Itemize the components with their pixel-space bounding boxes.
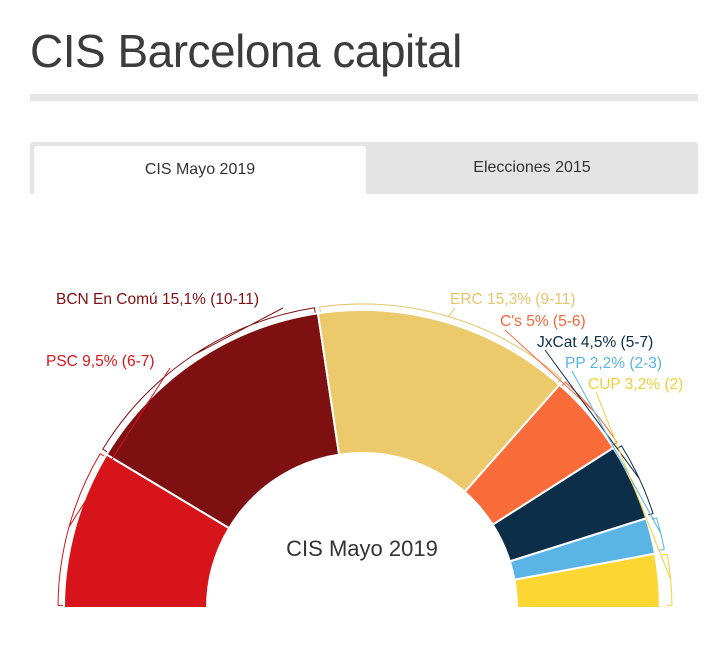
label-erc: ERC 15,3% (9-11) xyxy=(450,291,575,308)
center-label: CIS Mayo 2019 xyxy=(286,536,438,561)
label-jxcat: JxCat 4,5% (5-7) xyxy=(537,334,653,351)
leader-line-psc xyxy=(57,367,171,606)
label-pp: PP 2,2% (2-3) xyxy=(565,355,662,372)
label-cup: CUP 3,2% (2) xyxy=(588,376,683,393)
leader-line-pp xyxy=(571,370,665,551)
segment-erc xyxy=(316,309,561,494)
title-divider xyxy=(30,94,698,101)
leader-line-erc xyxy=(319,303,563,383)
leader-line-jxcat xyxy=(544,349,654,516)
leader-line-bcn-en-com- xyxy=(102,307,316,453)
segment-bcn-en-com- xyxy=(105,312,341,530)
tab-bar: CIS Mayo 2019 Elecciones 2015 xyxy=(30,142,698,194)
leader-line-cup xyxy=(595,391,673,606)
segment-cup xyxy=(513,552,662,609)
tab-elecciones-2015[interactable]: Elecciones 2015 xyxy=(473,159,591,176)
label-psc: PSC 9,5% (6-7) xyxy=(46,353,155,370)
page-title: CIS Barcelona capital xyxy=(30,25,462,77)
tab-cis-mayo-2019[interactable]: CIS Mayo 2019 xyxy=(34,146,366,194)
label-bcn: BCN En Comú 15,1% (10-11) xyxy=(56,291,259,308)
label-cs: C's 5% (5-6) xyxy=(500,313,586,330)
